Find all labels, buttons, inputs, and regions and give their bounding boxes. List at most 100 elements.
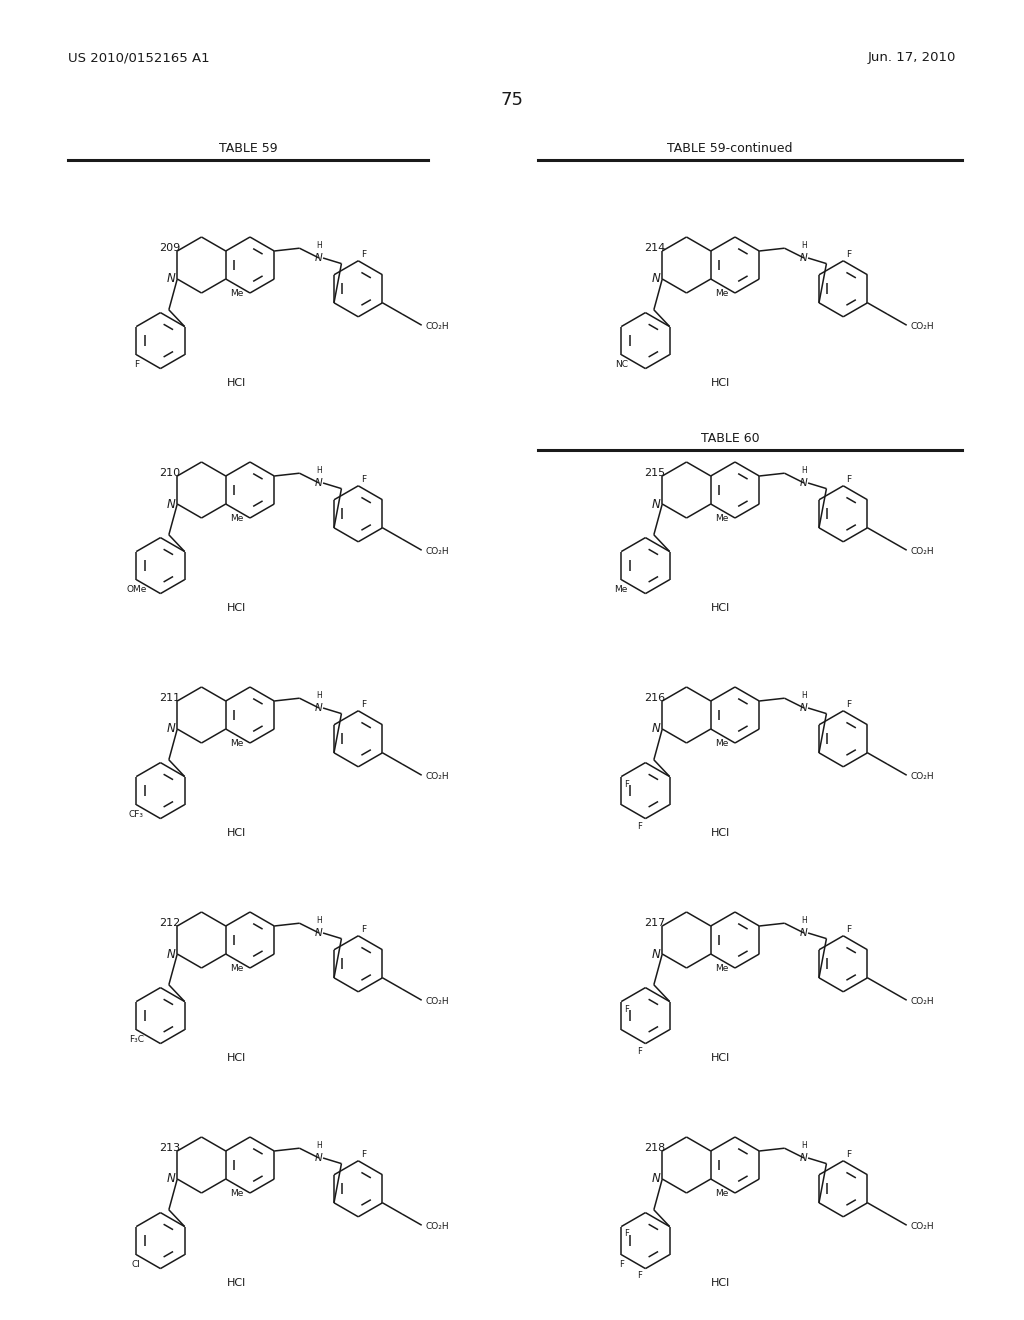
Text: N: N <box>651 1172 660 1185</box>
Text: Cl: Cl <box>132 1259 140 1269</box>
Text: CO₂H: CO₂H <box>426 772 450 781</box>
Text: N: N <box>315 1152 323 1163</box>
Text: F: F <box>361 1150 367 1159</box>
Text: HCl: HCl <box>226 828 246 838</box>
Text: HCl: HCl <box>712 1278 731 1287</box>
Text: N: N <box>651 498 660 511</box>
Text: TABLE 59-continued: TABLE 59-continued <box>668 141 793 154</box>
Text: CO₂H: CO₂H <box>911 1222 935 1232</box>
Text: F₃C: F₃C <box>129 1035 143 1044</box>
Text: F: F <box>361 249 367 259</box>
Text: F: F <box>625 780 629 788</box>
Text: F: F <box>846 249 851 259</box>
Text: F: F <box>638 821 642 830</box>
Text: F: F <box>618 1259 624 1269</box>
Text: H: H <box>316 466 322 475</box>
Text: Me: Me <box>229 739 243 748</box>
Text: N: N <box>167 722 175 735</box>
Text: F: F <box>638 1047 642 1056</box>
Text: N: N <box>167 1172 175 1185</box>
Text: CF₃: CF₃ <box>129 809 143 818</box>
Text: OMe: OMe <box>126 585 146 594</box>
Text: HCl: HCl <box>712 1052 731 1063</box>
Text: N: N <box>315 704 323 713</box>
Text: F: F <box>846 700 851 709</box>
Text: CO₂H: CO₂H <box>426 322 450 331</box>
Text: N: N <box>315 928 323 939</box>
Text: HCl: HCl <box>226 603 246 612</box>
Text: CO₂H: CO₂H <box>426 1222 450 1232</box>
Text: N: N <box>167 498 175 511</box>
Text: H: H <box>316 242 322 249</box>
Text: N: N <box>315 253 323 263</box>
Text: N: N <box>800 928 808 939</box>
Text: Me: Me <box>229 289 243 298</box>
Text: Jun. 17, 2010: Jun. 17, 2010 <box>867 51 956 65</box>
Text: CO₂H: CO₂H <box>911 546 935 556</box>
Text: N: N <box>800 478 808 488</box>
Text: F: F <box>846 475 851 484</box>
Text: Me: Me <box>715 513 728 523</box>
Text: H: H <box>316 916 322 925</box>
Text: Me: Me <box>715 739 728 748</box>
Text: N: N <box>800 253 808 263</box>
Text: N: N <box>167 272 175 285</box>
Text: Me: Me <box>229 513 243 523</box>
Text: Me: Me <box>715 1189 728 1199</box>
Text: F: F <box>134 359 139 368</box>
Text: Me: Me <box>614 585 628 594</box>
Text: HCl: HCl <box>226 378 246 388</box>
Text: Me: Me <box>229 1189 243 1199</box>
Text: F: F <box>846 1150 851 1159</box>
Text: Me: Me <box>715 964 728 973</box>
Text: CO₂H: CO₂H <box>911 997 935 1006</box>
Text: 217: 217 <box>644 919 666 928</box>
Text: 213: 213 <box>160 1143 180 1154</box>
Text: N: N <box>315 478 323 488</box>
Text: F: F <box>638 1271 642 1279</box>
Text: F: F <box>361 475 367 484</box>
Text: N: N <box>800 1152 808 1163</box>
Text: H: H <box>801 690 807 700</box>
Text: H: H <box>801 242 807 249</box>
Text: N: N <box>651 272 660 285</box>
Text: H: H <box>316 690 322 700</box>
Text: F: F <box>361 925 367 933</box>
Text: US 2010/0152165 A1: US 2010/0152165 A1 <box>68 51 210 65</box>
Text: N: N <box>167 948 175 961</box>
Text: H: H <box>801 1140 807 1150</box>
Text: F: F <box>625 1005 629 1014</box>
Text: HCl: HCl <box>712 378 731 388</box>
Text: TABLE 60: TABLE 60 <box>700 432 760 445</box>
Text: HCl: HCl <box>226 1052 246 1063</box>
Text: HCl: HCl <box>712 603 731 612</box>
Text: 211: 211 <box>160 693 180 704</box>
Text: N: N <box>800 704 808 713</box>
Text: CO₂H: CO₂H <box>426 546 450 556</box>
Text: F: F <box>361 700 367 709</box>
Text: CO₂H: CO₂H <box>911 772 935 781</box>
Text: HCl: HCl <box>712 828 731 838</box>
Text: CO₂H: CO₂H <box>911 322 935 331</box>
Text: F: F <box>625 1229 629 1238</box>
Text: H: H <box>801 916 807 925</box>
Text: N: N <box>651 722 660 735</box>
Text: 218: 218 <box>644 1143 666 1154</box>
Text: 216: 216 <box>644 693 666 704</box>
Text: N: N <box>651 948 660 961</box>
Text: Me: Me <box>229 964 243 973</box>
Text: 214: 214 <box>644 243 666 253</box>
Text: TABLE 59: TABLE 59 <box>219 141 278 154</box>
Text: 75: 75 <box>501 91 523 110</box>
Text: H: H <box>316 1140 322 1150</box>
Text: F: F <box>846 925 851 933</box>
Text: 209: 209 <box>160 243 181 253</box>
Text: NC: NC <box>614 359 628 368</box>
Text: 212: 212 <box>160 919 181 928</box>
Text: Me: Me <box>715 289 728 298</box>
Text: 210: 210 <box>160 469 180 478</box>
Text: HCl: HCl <box>226 1278 246 1287</box>
Text: CO₂H: CO₂H <box>426 997 450 1006</box>
Text: 215: 215 <box>644 469 666 478</box>
Text: H: H <box>801 466 807 475</box>
